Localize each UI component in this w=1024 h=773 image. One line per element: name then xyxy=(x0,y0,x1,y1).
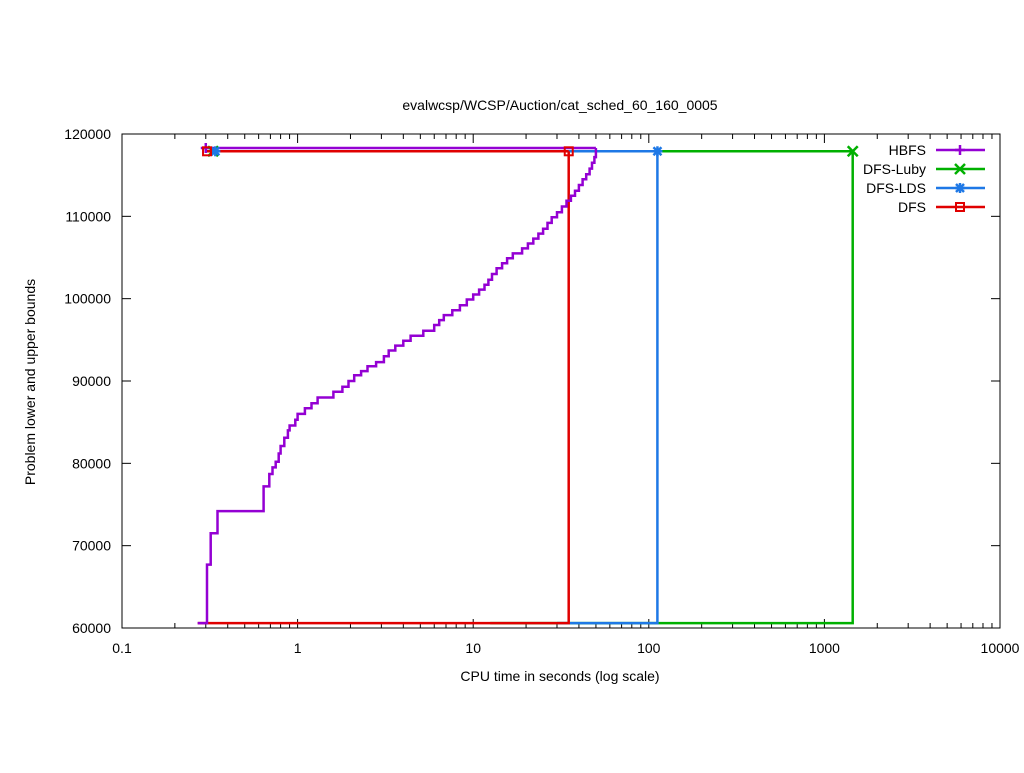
series-dfs-luby-point-marker-d2 xyxy=(846,145,859,158)
legend-marker-dfs-box xyxy=(955,202,965,212)
x-axis-label: CPU time in seconds (log scale) xyxy=(460,668,659,684)
series-dfs-lds-lower-bound-line xyxy=(557,151,659,625)
x-tick-label: 10000 xyxy=(981,640,1020,656)
legend-marker-dfs-lds xyxy=(955,183,965,193)
legend-label-dfs-luby: DFS-Luby xyxy=(863,161,926,177)
y-tick-label: 90000 xyxy=(72,373,111,389)
plot-frame xyxy=(121,133,1001,629)
legend: HBFS DFS-Luby DFS-LDS DFS xyxy=(863,142,985,215)
y-tick-label: 120000 xyxy=(64,126,111,142)
x-tick-label: 1 xyxy=(294,640,302,656)
x-tick-label: 0.1 xyxy=(112,640,132,656)
legend-marker-dfs-luby-d2 xyxy=(954,163,966,175)
y-tick-label: 100000 xyxy=(64,291,111,307)
series-dfs-lower-bound-line xyxy=(197,151,570,625)
y-tick-label: 80000 xyxy=(72,455,111,471)
chart-title: evalwcsp/WCSP/Auction/cat_sched_60_160_0… xyxy=(402,97,717,113)
legend-label-dfs-lds: DFS-LDS xyxy=(866,180,926,196)
legend-label-hbfs: HBFS xyxy=(889,142,926,158)
series-dfs-point-marker-box xyxy=(563,146,574,157)
series-hbfs-lower-bound-line xyxy=(197,148,598,625)
series-dfs-lds-point-marker-d2 xyxy=(652,146,663,157)
plot-area xyxy=(197,142,859,625)
series-dfs-point-marker-box xyxy=(202,146,213,157)
series-dfs-point-marker xyxy=(563,146,574,157)
y-axis-label: Problem lower and upper bounds xyxy=(22,279,38,485)
series-dfs-point-marker xyxy=(202,146,213,157)
x-tick-label: 1000 xyxy=(809,640,840,656)
legend-marker-dfs xyxy=(955,202,965,212)
legend-marker-hbfs xyxy=(955,145,965,155)
legend-label-dfs: DFS xyxy=(898,199,926,215)
y-tick-label: 70000 xyxy=(72,538,111,554)
y-tick-label: 110000 xyxy=(65,208,111,224)
y-tick-label: 60000 xyxy=(72,620,111,636)
x-tick-label: 100 xyxy=(637,640,661,656)
legend-marker-dfs-luby xyxy=(954,163,966,175)
series-dfs-lds-point-marker xyxy=(652,146,663,157)
series-dfs-luby-point-marker xyxy=(846,145,859,158)
legend-marker-dfs-lds-d2 xyxy=(955,183,965,193)
x-tick-label: 10 xyxy=(465,640,481,656)
series-dfs-lds-point-marker-d2 xyxy=(210,146,221,157)
